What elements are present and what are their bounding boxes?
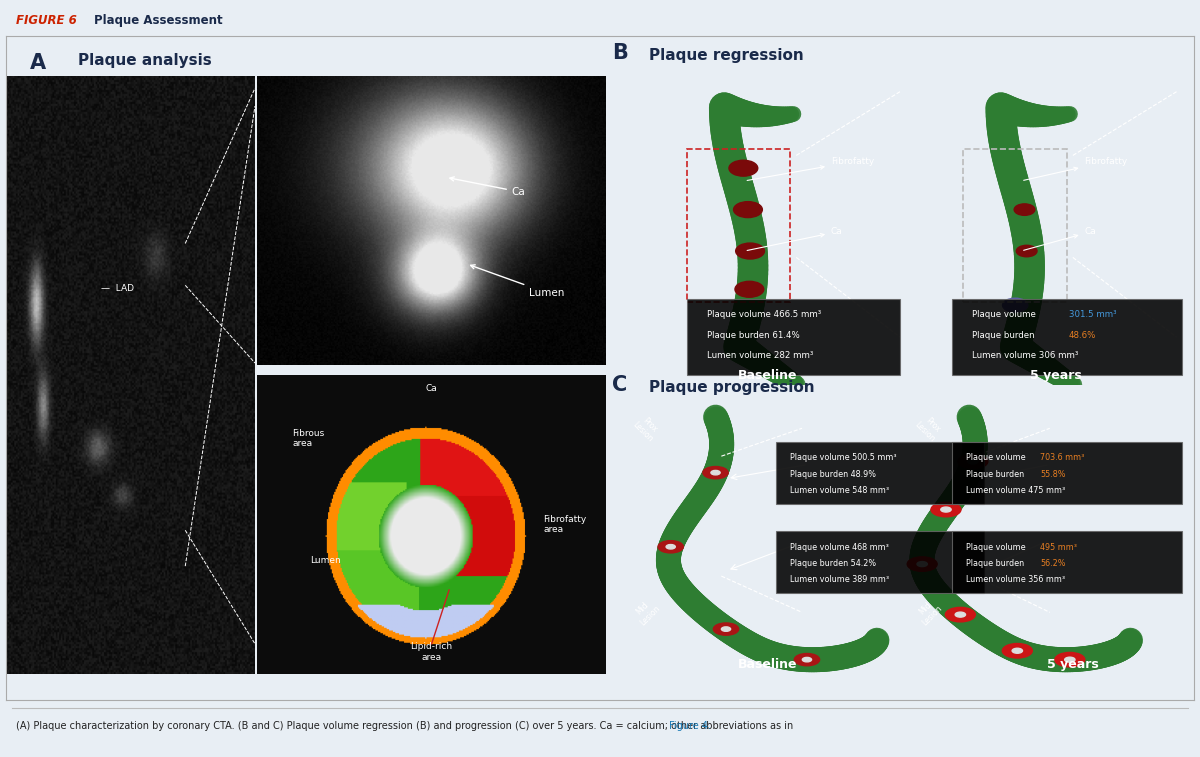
Text: 55.8%: 55.8% [1040,469,1066,478]
Text: Plaque volume: Plaque volume [966,543,1028,552]
Text: Mid
Lesion: Mid Lesion [631,597,662,628]
Circle shape [728,160,757,176]
Bar [964,149,1067,302]
Text: Plaque burden 48.9%: Plaque burden 48.9% [791,469,876,478]
Text: 703.6 mm³: 703.6 mm³ [1040,453,1085,463]
Text: Lumen volume 356 mm³: Lumen volume 356 mm³ [966,575,1066,584]
Text: Plaque progression: Plaque progression [649,380,815,395]
FancyBboxPatch shape [686,299,900,375]
Text: —  LAD: — LAD [101,284,133,293]
Text: Plaque burden 54.2%: Plaque burden 54.2% [791,559,877,568]
FancyBboxPatch shape [952,442,1182,503]
Text: Ca: Ca [748,227,842,251]
Text: Plaque regression: Plaque regression [649,48,804,63]
Circle shape [941,507,952,512]
Circle shape [1002,298,1028,312]
Circle shape [736,243,764,259]
Text: B: B [612,42,628,63]
Circle shape [734,282,763,298]
Text: 48.6%: 48.6% [1069,331,1096,340]
Circle shape [721,627,731,631]
Text: Baseline: Baseline [738,658,797,671]
Circle shape [1012,648,1022,653]
Circle shape [967,459,978,464]
FancyBboxPatch shape [952,531,1182,593]
Circle shape [958,454,988,469]
FancyBboxPatch shape [776,531,984,593]
Text: 301.5 mm³: 301.5 mm³ [1069,310,1116,319]
Circle shape [1002,643,1032,658]
Text: 56.2%: 56.2% [1040,559,1066,568]
Text: Lumen volume 306 mm³: Lumen volume 306 mm³ [972,351,1079,360]
Circle shape [710,470,720,475]
Text: Ca: Ca [426,384,438,393]
Text: A: A [30,53,46,73]
Text: Fibrofatty
area: Fibrofatty area [544,515,587,534]
Text: Plaque volume: Plaque volume [972,310,1039,319]
Text: 5 years: 5 years [1046,658,1099,671]
Text: FIGURE 6: FIGURE 6 [16,14,77,27]
Text: Prox
Lesion: Prox Lesion [631,413,662,444]
Circle shape [666,544,676,549]
Text: Lipid-rich
area: Lipid-rich area [410,643,452,662]
FancyBboxPatch shape [952,299,1182,375]
Text: Fibrofatty: Fibrofatty [1024,157,1128,180]
Circle shape [1064,657,1075,662]
Text: Lumen: Lumen [310,556,341,565]
Circle shape [931,503,961,517]
Text: Fibrofatty: Fibrofatty [748,157,874,180]
Text: Prox
Lesion: Prox Lesion [913,413,944,444]
Text: C: C [612,375,628,395]
Text: Ca: Ca [1024,227,1096,251]
Text: Plaque burden: Plaque burden [966,469,1027,478]
Bar [686,149,791,302]
Text: Mid
Lesion: Mid Lesion [913,597,944,628]
Text: 495 mm³: 495 mm³ [1040,543,1078,552]
Text: Plaque volume 466.5 mm³: Plaque volume 466.5 mm³ [707,310,821,319]
Circle shape [1055,653,1085,667]
Text: Figure 4.: Figure 4. [668,721,710,731]
Text: Baseline: Baseline [738,369,797,382]
Circle shape [713,623,739,635]
Circle shape [907,557,937,572]
Circle shape [917,562,928,566]
FancyBboxPatch shape [776,442,984,503]
Text: Plaque Assessment: Plaque Assessment [94,14,222,27]
Circle shape [794,653,820,665]
Text: Plaque burden: Plaque burden [972,331,1037,340]
Text: Plaque analysis: Plaque analysis [78,53,211,68]
Text: Lumen: Lumen [470,265,565,298]
Text: Lumen volume 282 mm³: Lumen volume 282 mm³ [707,351,814,360]
Circle shape [955,612,966,617]
Text: Lumen volume 548 mm³: Lumen volume 548 mm³ [791,486,889,495]
Text: Fibrous
area: Fibrous area [293,428,324,448]
Circle shape [946,607,976,621]
Text: Plaque volume 468 mm³: Plaque volume 468 mm³ [791,543,889,552]
Text: Plaque volume: Plaque volume [966,453,1028,463]
Text: 5 years: 5 years [1030,369,1081,382]
Text: Ca: Ca [450,177,526,197]
Text: Lumen volume 475 mm³: Lumen volume 475 mm³ [966,486,1066,495]
Text: (A) Plaque characterization by coronary CTA. (B and C) Plaque volume regression : (A) Plaque characterization by coronary … [16,721,796,731]
Text: Lumen volume 389 mm³: Lumen volume 389 mm³ [791,575,889,584]
Circle shape [658,540,683,553]
Circle shape [1016,245,1037,257]
Circle shape [733,201,762,217]
Text: Plaque volume 500.5 mm³: Plaque volume 500.5 mm³ [791,453,898,463]
Text: Plaque burden: Plaque burden [966,559,1027,568]
Circle shape [1014,204,1034,215]
Text: Plaque burden 61.4%: Plaque burden 61.4% [707,331,799,340]
Circle shape [803,657,811,662]
Circle shape [703,466,728,478]
